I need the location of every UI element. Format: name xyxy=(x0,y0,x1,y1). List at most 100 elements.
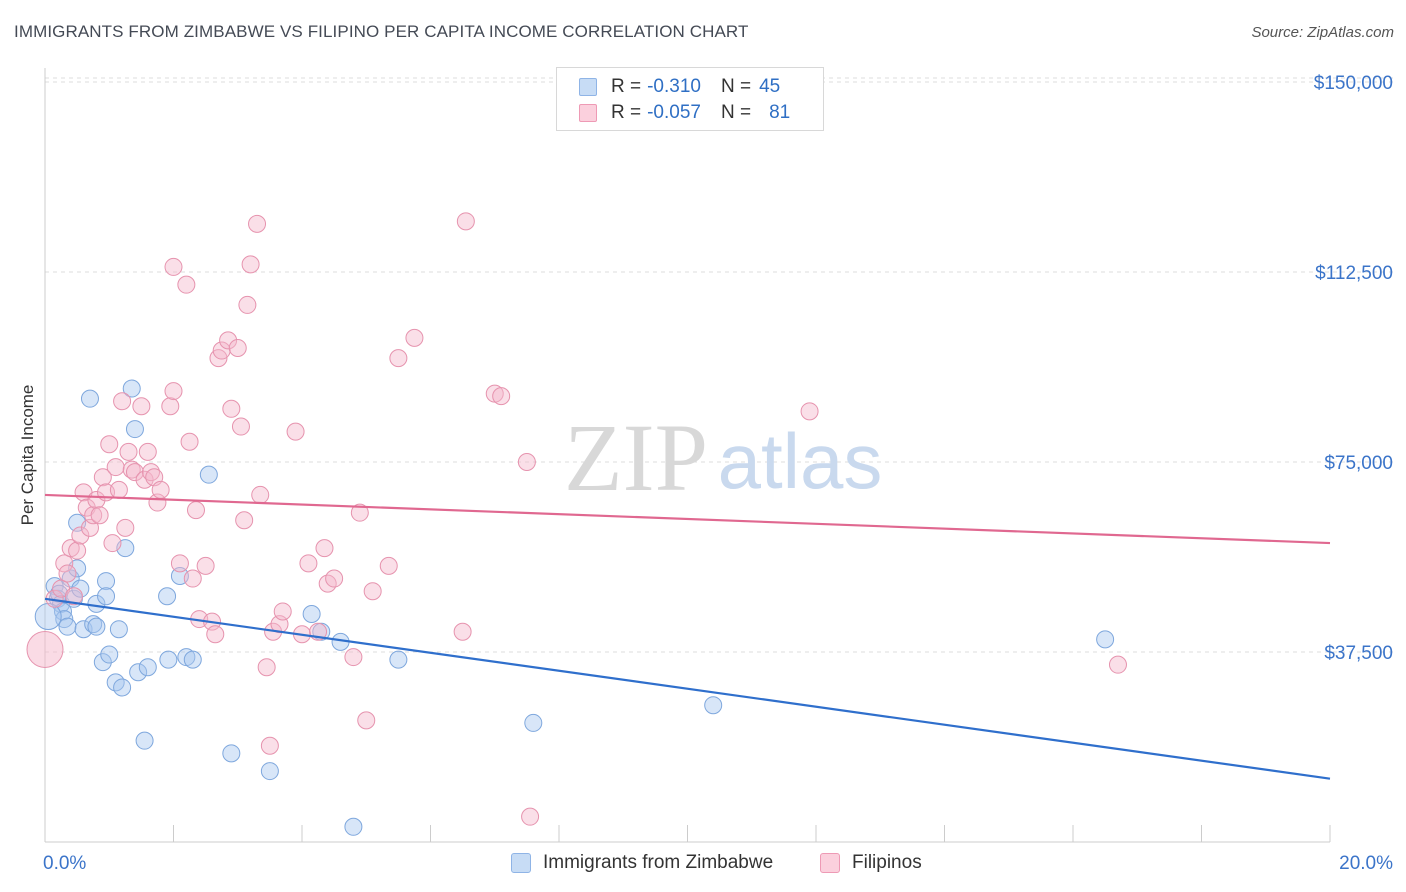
legend-item-zimbabwe: Immigrants from Zimbabwe xyxy=(511,852,773,874)
zimbabwe-point xyxy=(80,389,99,408)
filipino-point xyxy=(251,485,270,504)
zimbabwe-point xyxy=(344,817,363,836)
zimbabwe-point xyxy=(97,587,116,606)
filipino-point xyxy=(180,432,199,451)
filipino-point xyxy=(58,564,77,583)
filipino-point xyxy=(800,402,819,421)
filipino-point xyxy=(212,341,231,360)
x-tick-label: 20.0% xyxy=(1339,853,1393,874)
zimbabwe-point xyxy=(129,663,148,682)
filipino-point xyxy=(183,569,202,588)
zimbabwe-point xyxy=(113,678,132,697)
legend-r-value: -0.310 xyxy=(647,76,701,97)
filipino-point xyxy=(238,295,257,314)
filipino-point xyxy=(55,554,74,573)
legend-r-label: R = xyxy=(611,76,642,97)
filipino-point xyxy=(119,442,138,461)
y-tick-label: $150,000 xyxy=(1314,73,1393,94)
filipino-point xyxy=(260,736,279,755)
zimbabwe-point xyxy=(158,587,177,606)
filipino-point xyxy=(177,275,196,294)
filipino-point xyxy=(122,460,141,479)
watermark-zip: ZIP xyxy=(564,404,708,511)
y-tick-label: $112,500 xyxy=(1315,263,1393,284)
legend-n-value: 81 xyxy=(769,102,791,123)
zimbabwe-point xyxy=(222,744,241,763)
filipino-point xyxy=(344,648,363,667)
legend-r-label: R = xyxy=(611,102,642,123)
filipino-point xyxy=(363,582,382,601)
x-tick-label: 0.0% xyxy=(43,853,86,874)
filipino-point xyxy=(299,554,318,573)
zimbabwe-point xyxy=(71,579,90,598)
filipino-point xyxy=(90,506,109,525)
filipino-point xyxy=(64,587,83,606)
filipino-point xyxy=(100,435,119,454)
series-legend: Immigrants from Zimbabwe Filipinos xyxy=(0,852,1406,878)
filipino-point xyxy=(142,463,161,482)
zimbabwe-point xyxy=(704,696,723,715)
filipino-point xyxy=(235,511,254,530)
correlation-legend: R = -0.310 N = 45 R = -0.057 N = 81 xyxy=(556,67,824,131)
legend-row-filipinos: R = -0.057 N = 81 xyxy=(579,101,790,125)
filipino-point xyxy=(125,463,144,482)
watermark: ZIP atlas xyxy=(564,404,882,511)
legend-swatch-filipinos xyxy=(579,104,597,122)
zimbabwe-point xyxy=(58,617,77,636)
filipino-point xyxy=(206,625,225,644)
legend-r-value: -0.057 xyxy=(647,102,701,123)
filipino-point xyxy=(109,480,128,499)
filipino-point xyxy=(405,328,424,347)
grid-lines xyxy=(45,77,1395,653)
legend-swatch-zimbabwe xyxy=(579,78,597,96)
filipino-point xyxy=(257,658,276,677)
filipino-point xyxy=(456,212,475,231)
zimbabwe-point xyxy=(34,603,62,631)
zimbabwe-point xyxy=(183,650,202,669)
filipino-point xyxy=(379,556,398,575)
axes xyxy=(44,68,1331,843)
filipino-point xyxy=(286,422,305,441)
filipino-point xyxy=(325,569,344,588)
legend-swatch-filipinos xyxy=(820,853,840,873)
filipino-trend-line xyxy=(44,493,1331,545)
filipino-point xyxy=(453,622,472,641)
filipino-point xyxy=(103,534,122,553)
filipino-points xyxy=(26,212,1127,826)
zimbabwe-point xyxy=(125,420,144,439)
tick-labels: $37,500 $75,000 $112,500 $150,000 0.0% 20.0% xyxy=(43,73,1393,874)
watermark-atlas: atlas xyxy=(718,417,883,505)
chart-source: Source: ZipAtlas.com xyxy=(1251,24,1394,41)
filipino-point xyxy=(228,339,247,357)
zimbabwe-point xyxy=(93,653,112,672)
filipino-point xyxy=(248,214,267,233)
legend-n-value: 45 xyxy=(759,76,781,97)
filipino-point xyxy=(521,807,540,826)
filipino-point xyxy=(113,392,132,411)
zimbabwe-point xyxy=(389,650,408,669)
zimbabwe-point xyxy=(199,465,218,484)
filipino-point xyxy=(273,602,292,621)
zimbabwe-point xyxy=(109,620,128,639)
y-tick-label: $75,000 xyxy=(1324,453,1393,474)
filipino-point xyxy=(389,349,408,368)
filipino-point xyxy=(492,387,511,406)
zimbabwe-point xyxy=(302,605,321,623)
zimbabwe-point xyxy=(84,615,103,634)
filipino-point xyxy=(222,399,241,418)
y-axis-label: Per Capita Income xyxy=(18,384,37,526)
filipino-point xyxy=(93,468,112,487)
filipino-point xyxy=(164,257,183,276)
filipino-point xyxy=(231,417,250,436)
zimbabwe-point xyxy=(135,731,154,750)
zimbabwe-point xyxy=(1096,630,1115,649)
legend-row-zimbabwe: R = -0.310 N = 45 xyxy=(579,75,780,99)
filipino-point xyxy=(164,382,183,401)
legend-item-filipinos: Filipinos xyxy=(820,852,922,874)
zimbabwe-trend-line xyxy=(44,597,1331,780)
legend-label-zimbabwe: Immigrants from Zimbabwe xyxy=(543,852,774,873)
zimbabwe-point xyxy=(100,645,119,664)
trend-lines xyxy=(44,493,1331,780)
legend-n-label: N = xyxy=(720,102,752,123)
